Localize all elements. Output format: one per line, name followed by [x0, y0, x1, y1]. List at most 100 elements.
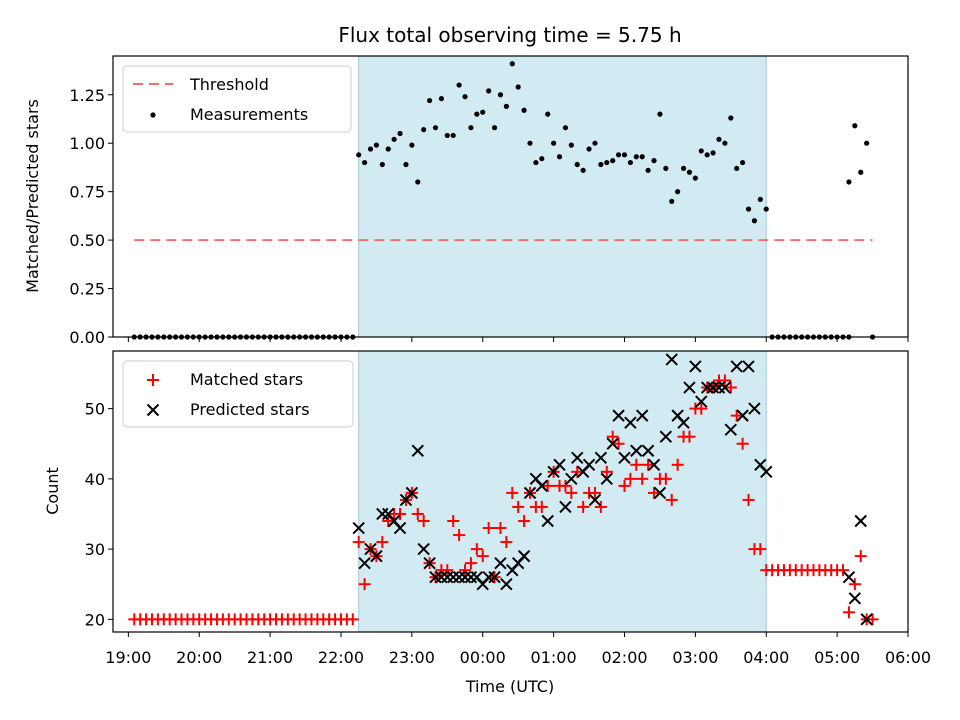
predicted-point — [706, 381, 720, 394]
measurement-point — [751, 218, 758, 224]
predicted-point — [606, 437, 619, 450]
predicted-point — [641, 444, 655, 457]
measurement-point — [421, 127, 427, 133]
measurement-point — [515, 84, 521, 90]
measurement-point — [409, 142, 415, 148]
cross-b — [464, 570, 478, 584]
measurement-point — [521, 107, 527, 113]
matched-point — [837, 564, 850, 577]
measurement-point — [486, 88, 492, 94]
measurement-point — [604, 159, 610, 166]
top-y-tick-label: 0.00 — [69, 328, 105, 347]
measurement-point — [426, 97, 433, 104]
predicted-point — [482, 570, 495, 584]
cross-b — [689, 360, 702, 373]
cross-b — [565, 472, 578, 486]
cross-b — [706, 381, 720, 394]
cross-b — [352, 521, 365, 535]
bottom-legend-box — [122, 360, 354, 428]
predicted-point — [683, 381, 696, 394]
measurement-point — [680, 165, 687, 171]
measurement-point — [728, 115, 734, 121]
matched-legend-label: Matched stars — [190, 370, 303, 389]
cross-b — [718, 381, 732, 394]
cross-b — [671, 409, 684, 422]
cross-b — [860, 613, 873, 626]
cross-b — [452, 570, 466, 584]
predicted-point — [447, 570, 460, 584]
matched-point — [512, 500, 525, 513]
cross-b — [559, 500, 572, 514]
bottom-plot-frame — [112, 350, 909, 633]
matched-point — [500, 536, 513, 549]
matched-point — [464, 557, 477, 570]
predicted-point — [559, 500, 572, 514]
measurement-point — [864, 140, 870, 146]
measurement-point — [533, 159, 539, 166]
cross-b — [500, 578, 513, 591]
top-y-tick-label: 0.75 — [69, 183, 105, 202]
matched-point — [624, 472, 637, 485]
measurements-legend-marker — [150, 112, 156, 118]
matched-point — [482, 522, 495, 535]
matched-point — [671, 458, 684, 471]
x-tick-label: 21:00 — [247, 648, 293, 667]
top-panel: 0.00 0.25 0.50 0.75 1.00 1.25 Matched/Predict… — [23, 55, 909, 347]
predicted-point — [582, 458, 596, 472]
predicted-point — [630, 444, 643, 457]
predicted-point — [848, 592, 862, 605]
predicted-legend-label: Predicted stars — [190, 400, 310, 419]
measurement-point — [480, 109, 486, 115]
cross-b — [659, 430, 673, 443]
cross-b — [618, 451, 631, 464]
cross-b — [754, 458, 767, 472]
matched-point — [736, 437, 749, 450]
matched-point — [754, 543, 767, 556]
predicted-point — [742, 360, 755, 373]
cross-b — [470, 570, 484, 584]
matched-point — [559, 479, 572, 492]
measurement-point — [562, 125, 569, 131]
matched-point — [565, 486, 578, 499]
measurement-point — [568, 142, 574, 148]
cross-b — [382, 507, 395, 521]
predicted-point — [730, 360, 743, 373]
measurement-point — [645, 167, 651, 173]
predicted-point — [736, 409, 749, 422]
matched-point — [683, 430, 696, 443]
measurement-point — [356, 152, 362, 158]
measurement-point — [373, 142, 380, 148]
measurement-point — [651, 158, 657, 164]
predicted-point — [647, 458, 661, 472]
x-tick-label: 02:00 — [601, 648, 647, 667]
bottom-observing-span — [358, 350, 767, 633]
cross-b — [700, 381, 714, 394]
matched-point — [541, 479, 554, 492]
cross-b — [612, 409, 625, 422]
measurement-point — [852, 123, 858, 129]
cross-b — [748, 402, 761, 415]
predicted-point — [571, 451, 584, 464]
measurement-point — [468, 125, 474, 131]
bottom-y-tick-label: 20 — [85, 610, 105, 629]
x-axis-label: Time (UTC) — [465, 677, 554, 696]
predicted-point — [653, 486, 667, 500]
measurement-point — [509, 61, 515, 67]
cross-b — [742, 360, 755, 373]
predicted-point — [441, 570, 454, 584]
predicted-point — [659, 430, 673, 443]
measurement-point — [663, 165, 669, 171]
measurement-point — [403, 161, 409, 168]
measurement-point — [385, 146, 391, 152]
measurement-point — [657, 111, 663, 117]
measurement-point — [497, 92, 504, 98]
measurement-point — [675, 189, 681, 195]
measurement-point — [580, 167, 586, 173]
cross-b — [571, 451, 584, 464]
predicted-point — [452, 570, 466, 584]
top-chart-title: Flux total observing time = 5.75 h — [338, 23, 681, 47]
bottom-panel: 20 30 40 50 19:00 20:00 21:00 22:00 23:00 00:00 0… — [43, 350, 931, 696]
predicted-point — [860, 613, 873, 626]
cross-b — [523, 486, 537, 500]
bottom-y-tick-label: 40 — [85, 470, 105, 489]
